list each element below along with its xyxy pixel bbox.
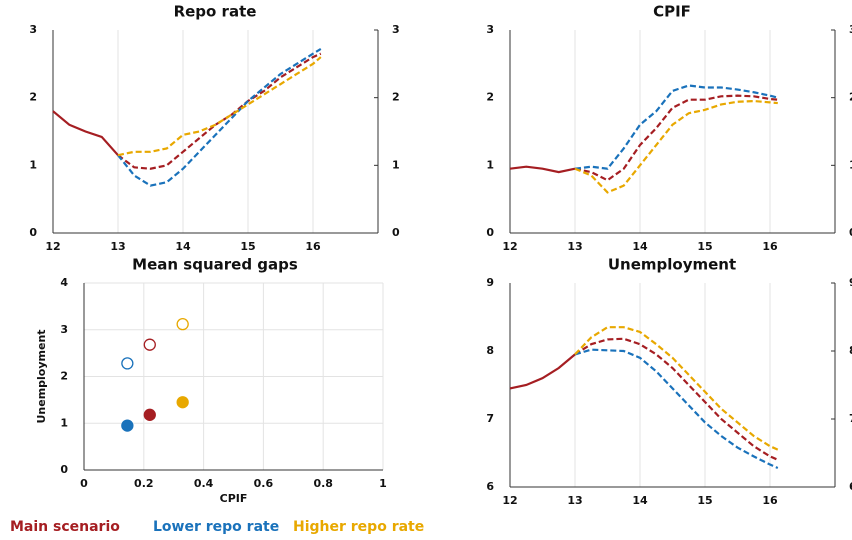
y-tick-label: 2 [486, 91, 494, 104]
x-tick-label: 0.6 [254, 477, 274, 490]
x-tick-label: 0.4 [194, 477, 214, 490]
y-tick-label: 7 [486, 412, 494, 425]
chart-title: Unemployment [608, 256, 736, 274]
forecast-line [574, 94, 778, 182]
y2-tick-label: 6 [849, 480, 852, 493]
forecast-line [574, 99, 778, 194]
y-tick-label: 4 [60, 276, 68, 289]
y-tick-label: 1 [60, 416, 68, 429]
y-tick-label: 3 [486, 23, 494, 36]
x-axis-label: CPIF [220, 492, 248, 505]
y-tick-label: 8 [486, 344, 494, 357]
x-tick-label: 12 [502, 494, 517, 507]
y2-tick-label: 8 [849, 344, 852, 357]
scatter-point [143, 338, 156, 351]
y2-tick-label: 3 [849, 23, 852, 36]
y-tick-label: 2 [29, 91, 37, 104]
y2-tick-label: 9 [849, 276, 852, 289]
scatter-point [121, 419, 134, 432]
y-axis-label: Unemployment [35, 329, 48, 423]
chart-title: CPIF [653, 3, 691, 21]
y-tick-label: 3 [29, 23, 37, 36]
x-tick-label: 16 [762, 240, 778, 253]
x-tick-label: 0 [80, 477, 88, 490]
y-tick-label: 1 [29, 158, 37, 171]
x-tick-label: 14 [175, 240, 191, 253]
x-tick-label: 16 [762, 494, 778, 507]
forecast-line [117, 52, 322, 170]
x-tick-label: 15 [697, 494, 712, 507]
scatter-point [176, 396, 189, 409]
history-line [52, 110, 119, 156]
y-tick-label: 9 [486, 276, 494, 289]
x-tick-label: 1 [379, 477, 387, 490]
chart-title: Repo rate [174, 3, 257, 21]
scatter-point [143, 408, 156, 421]
x-tick-label: 15 [240, 240, 255, 253]
forecast-line [574, 337, 779, 461]
forecast-line [117, 48, 322, 187]
y2-tick-label: 2 [392, 91, 400, 104]
legend-entry: Lower repo rate [153, 519, 279, 535]
x-tick-label: 0.8 [313, 477, 333, 490]
y2-tick-label: 1 [392, 158, 400, 171]
x-tick-label: 0.2 [134, 477, 154, 490]
y-tick-label: 3 [60, 323, 68, 336]
forecast-line [574, 84, 779, 170]
y2-tick-label: 0 [849, 226, 852, 239]
x-tick-label: 13 [567, 240, 582, 253]
scatter-point [121, 357, 134, 370]
x-tick-label: 13 [110, 240, 125, 253]
y2-tick-label: 3 [392, 23, 400, 36]
forecast-line [574, 348, 779, 469]
x-tick-label: 15 [697, 240, 712, 253]
x-tick-label: 13 [567, 494, 582, 507]
y2-tick-label: 7 [849, 412, 852, 425]
y-tick-label: 0 [60, 463, 68, 476]
x-tick-label: 14 [632, 494, 648, 507]
y-tick-label: 0 [486, 226, 494, 239]
forecast-line [574, 326, 779, 451]
y2-tick-label: 2 [849, 91, 852, 104]
legend-entry: Main scenario [10, 519, 120, 535]
y-tick-label: 1 [486, 158, 494, 171]
x-tick-label: 16 [305, 240, 321, 253]
x-tick-label: 14 [632, 240, 648, 253]
y-tick-label: 2 [60, 370, 68, 383]
scatter-point [176, 317, 189, 331]
y-tick-label: 0 [29, 226, 37, 239]
x-tick-label: 12 [45, 240, 60, 253]
y2-tick-label: 0 [392, 226, 400, 239]
history-line [509, 165, 576, 174]
history-line [509, 353, 576, 390]
y2-tick-label: 1 [849, 158, 852, 171]
x-tick-label: 12 [502, 240, 517, 253]
chart-title: Mean squared gaps [132, 256, 298, 274]
y-tick-label: 6 [486, 480, 494, 493]
legend-entry: Higher repo rate [293, 519, 424, 535]
